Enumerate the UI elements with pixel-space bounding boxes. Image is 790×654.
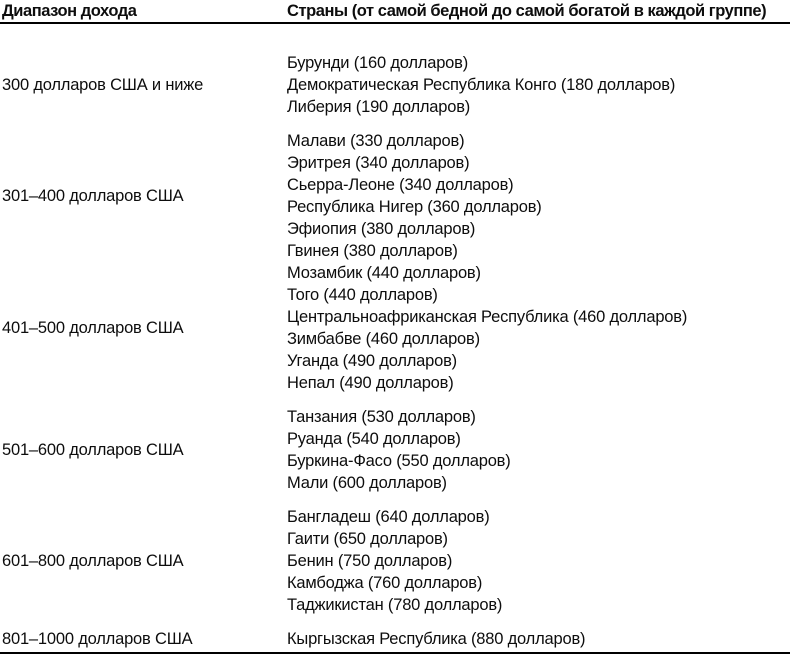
country-entry: Бурунди (160 долларов) (287, 54, 469, 72)
country-entry: Бангладеш (640 долларов) (287, 508, 490, 526)
table-row: 401–500 долларов США Мозамбик (440 доллар… (0, 262, 790, 394)
income-range-label: 300 долларов США и ниже (2, 76, 204, 94)
country-entry: Гаити (650 долларов) (287, 530, 448, 548)
table-row: 501–600 долларов США Танзания (530 доллар… (0, 406, 790, 494)
income-range-label: 501–600 долларов США (2, 441, 184, 459)
country-entry: Эфиопия (380 долларов) (287, 220, 476, 238)
country-entry: Гвинея (380 долларов) (287, 242, 458, 260)
country-entry: Республика Нигер (360 долларов) (287, 198, 542, 216)
country-entry: Кыргызская Республика (880 долларов) (287, 630, 586, 648)
column-header-income-range: Диапазон дохода (2, 2, 137, 20)
country-entry: Камбоджа (760 долларов) (287, 574, 483, 592)
table-body: 300 долларов США и ниже Бурунди (160 долл… (0, 52, 790, 650)
table-row: 801–1000 долларов США Кыргызская Республи… (0, 628, 790, 650)
income-range-label: 301–400 долларов США (2, 187, 184, 205)
country-entry: Демократическая Республика Конго (180 до… (287, 76, 676, 94)
country-list: Кыргызская Республика (880 долларов) (287, 628, 790, 650)
table-header-row: Диапазон дохода Страны (от самой бедной … (0, 0, 790, 24)
table-row: 301–400 долларов США Малави (330 долларов… (0, 130, 790, 262)
country-entry: Сьерра-Леоне (340 долларов) (287, 176, 514, 194)
column-header-countries: Страны (от самой бедной до самой богатой… (287, 2, 767, 20)
country-list: Бурунди (160 долларов) Демократическая Ре… (287, 52, 790, 118)
income-range-label: 401–500 долларов США (2, 319, 184, 337)
country-entry: Руанда (540 долларов) (287, 430, 461, 448)
country-entry: Либерия (190 долларов) (287, 98, 471, 116)
country-entry: Непал (490 долларов) (287, 374, 454, 392)
table-row: 300 долларов США и ниже Бурунди (160 долл… (0, 52, 790, 118)
country-entry: Центральноафриканская Республика (460 до… (287, 308, 688, 326)
country-entry: Бенин (750 долларов) (287, 552, 453, 570)
table-row: 601–800 долларов США Бангладеш (640 долла… (0, 506, 790, 616)
income-range-label: 601–800 долларов США (2, 552, 184, 570)
country-entry: Таджикистан (780 долларов) (287, 596, 503, 614)
income-range-label: 801–1000 долларов США (2, 630, 193, 648)
country-list: Малави (330 долларов) Эритрея (340 доллар… (287, 130, 790, 262)
country-list: Танзания (530 долларов) Руанда (540 долла… (287, 406, 790, 494)
country-entry: Буркина-Фасо (550 долларов) (287, 452, 511, 470)
country-entry: Мозамбик (440 долларов) (287, 264, 481, 282)
country-entry: Зимбабве (460 долларов) (287, 330, 480, 348)
country-entry: Малави (330 долларов) (287, 132, 465, 150)
country-entry: Мали (600 долларов) (287, 474, 447, 492)
country-entry: Того (440 долларов) (287, 286, 438, 304)
country-entry: Эритрея (340 долларов) (287, 154, 470, 172)
country-list: Бангладеш (640 долларов) Гаити (650 долла… (287, 506, 790, 616)
country-entry: Уганда (490 долларов) (287, 352, 457, 370)
country-entry: Танзания (530 долларов) (287, 408, 476, 426)
country-list: Мозамбик (440 долларов) Того (440 долларо… (287, 262, 790, 394)
bottom-rule (0, 652, 790, 654)
